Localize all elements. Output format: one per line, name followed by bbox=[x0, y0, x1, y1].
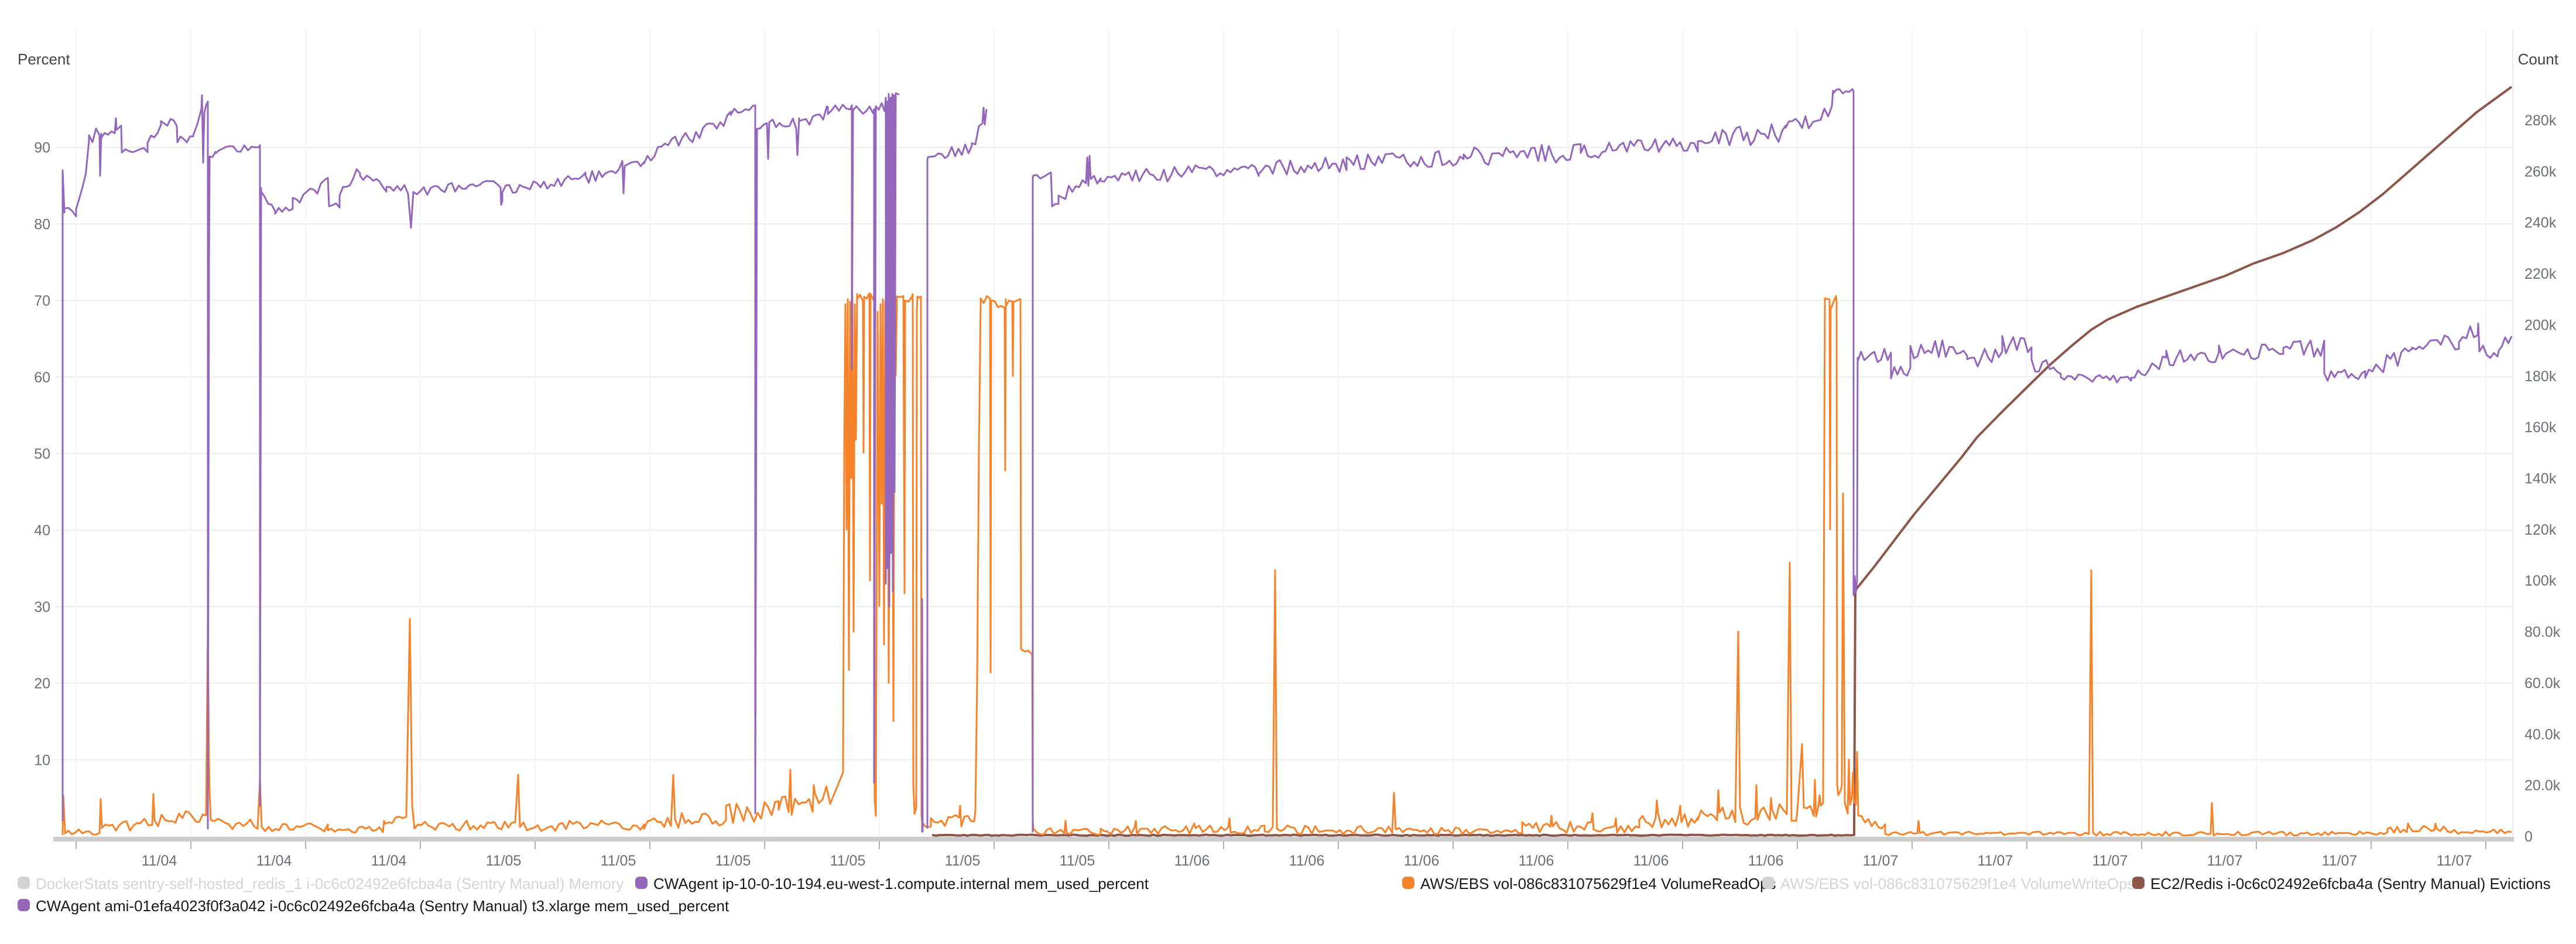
legend-item-label: AWS/EBS vol-086c831075629f1e4 VolumeRead… bbox=[1420, 875, 1776, 892]
y-right-tick-label: 260k bbox=[2524, 163, 2557, 180]
legend-item-0-0[interactable]: DockerStats sentry-self-hosted_redis_1 i… bbox=[18, 875, 624, 895]
y-right-tick-label: 100k bbox=[2524, 573, 2557, 589]
x-axis-date-label: 11/05 bbox=[715, 853, 751, 869]
y-left-tick-label: 10 bbox=[34, 752, 50, 768]
series-right-line bbox=[61, 292, 2512, 837]
y-right-tick-label: 20.0k bbox=[2524, 778, 2561, 794]
x-axis-date-label: 11/05 bbox=[1060, 853, 1095, 869]
y-left-tick-label: 90 bbox=[34, 140, 50, 156]
y-left-tick-label: 50 bbox=[34, 446, 50, 463]
y-right-tick-label: 200k bbox=[2524, 317, 2557, 333]
x-axis-date-label: 11/05 bbox=[601, 853, 636, 869]
series-left-line bbox=[61, 88, 2513, 833]
legend-color-marker-icon bbox=[1402, 877, 1414, 889]
legend-item-label: CWAgent ami-01efa4023f0f3a042 i-0c6c0249… bbox=[36, 897, 729, 915]
legend-item-0-1[interactable]: CWAgent ip-10-0-10-194.eu-west-1.compute… bbox=[635, 875, 1149, 895]
x-axis-date-label: 11/06 bbox=[1519, 853, 1554, 869]
legend-color-marker-icon bbox=[18, 899, 30, 911]
x-axis-line bbox=[53, 837, 2514, 842]
y-right-tick-label: 180k bbox=[2524, 368, 2557, 385]
y-left-tick-label: 40 bbox=[34, 522, 50, 539]
y-left-tick-label: 60 bbox=[34, 370, 50, 386]
legend-item-0-2[interactable]: AWS/EBS vol-086c831075629f1e4 VolumeRead… bbox=[1402, 875, 1776, 895]
legend-item-1-0[interactable]: CWAgent ami-01efa4023f0f3a042 i-0c6c0249… bbox=[18, 897, 729, 917]
y-right-tick-label: 160k bbox=[2524, 419, 2557, 436]
legend-color-marker-icon bbox=[1762, 877, 1775, 889]
metrics-chart-plot[interactable]: 10 20 30 40 50 60 70 80 90 Percent 0 20.0k 40.0k 60.0… bbox=[0, 0, 2576, 873]
y-right-tick-label: 280k bbox=[2524, 112, 2557, 129]
legend-item-0-3[interactable]: AWS/EBS vol-086c831075629f1e4 VolumeWrit… bbox=[1762, 875, 2135, 895]
x-axis-date-label: 11/04 bbox=[142, 853, 177, 869]
y-right-tick-label: 60.0k bbox=[2524, 675, 2561, 692]
legend-color-marker-icon bbox=[635, 877, 648, 889]
legend-item-label: EC2/Redis i-0c6c02492e6fcba4a (Sentry Ma… bbox=[2150, 875, 2551, 892]
x-axis-date-label: 11/06 bbox=[1289, 853, 1325, 869]
y-right-tick-label: 140k bbox=[2524, 470, 2557, 487]
y-left-tick-label: 70 bbox=[34, 293, 50, 309]
legend-item-label: DockerStats sentry-self-hosted_redis_1 i… bbox=[36, 875, 624, 892]
y-right-tick-label: 40.0k bbox=[2524, 726, 2561, 743]
x-axis-date-label: 11/05 bbox=[945, 853, 981, 869]
legend-color-marker-icon bbox=[2132, 877, 2145, 889]
x-axis-date-label: 11/07 bbox=[2437, 853, 2472, 869]
x-axis-date-label: 11/04 bbox=[371, 853, 407, 869]
legend-color-marker-icon bbox=[18, 877, 30, 889]
legend-item-0-4[interactable]: EC2/Redis i-0c6c02492e6fcba4a (Sentry Ma… bbox=[2132, 875, 2551, 895]
x-axis-date-label: 11/05 bbox=[486, 853, 522, 869]
x-axis-date-label: 11/07 bbox=[2322, 853, 2358, 869]
y-right-tick-label: 0 bbox=[2524, 829, 2533, 845]
series-right-line bbox=[931, 85, 2513, 837]
x-axis-date-label: 11/04 bbox=[256, 853, 292, 869]
x-axis-date-label: 11/05 bbox=[830, 853, 866, 869]
x-axis-date-label: 11/06 bbox=[1748, 853, 1784, 869]
x-axis-date-label: 11/06 bbox=[1174, 853, 1210, 869]
y-right-tick-label: 120k bbox=[2524, 522, 2557, 538]
y-right-tick-label: 80.0k bbox=[2524, 624, 2561, 641]
x-axis-date-label: 11/06 bbox=[1633, 853, 1669, 869]
legend-item-label: CWAgent ip-10-0-10-194.eu-west-1.compute… bbox=[653, 875, 1149, 892]
y-right-axis-title: Count bbox=[2518, 50, 2559, 68]
x-axis-date-label: 11/06 bbox=[1404, 853, 1440, 869]
y-right-tick-label: 220k bbox=[2524, 266, 2557, 282]
y-left-tick-label: 30 bbox=[34, 599, 50, 615]
y-right-tick-label: 240k bbox=[2524, 215, 2557, 231]
y-left-axis-title: Percent bbox=[18, 50, 70, 68]
x-axis-date-label: 11/07 bbox=[1863, 853, 1899, 869]
legend-item-label: AWS/EBS vol-086c831075629f1e4 VolumeWrit… bbox=[1780, 875, 2135, 892]
x-axis-date-label: 11/07 bbox=[2207, 853, 2243, 869]
y-left-tick-label: 80 bbox=[34, 216, 50, 232]
x-axis-date-label: 11/07 bbox=[1978, 853, 2013, 869]
x-axis-date-label: 11/07 bbox=[2092, 853, 2128, 869]
y-left-tick-label: 20 bbox=[34, 676, 50, 692]
